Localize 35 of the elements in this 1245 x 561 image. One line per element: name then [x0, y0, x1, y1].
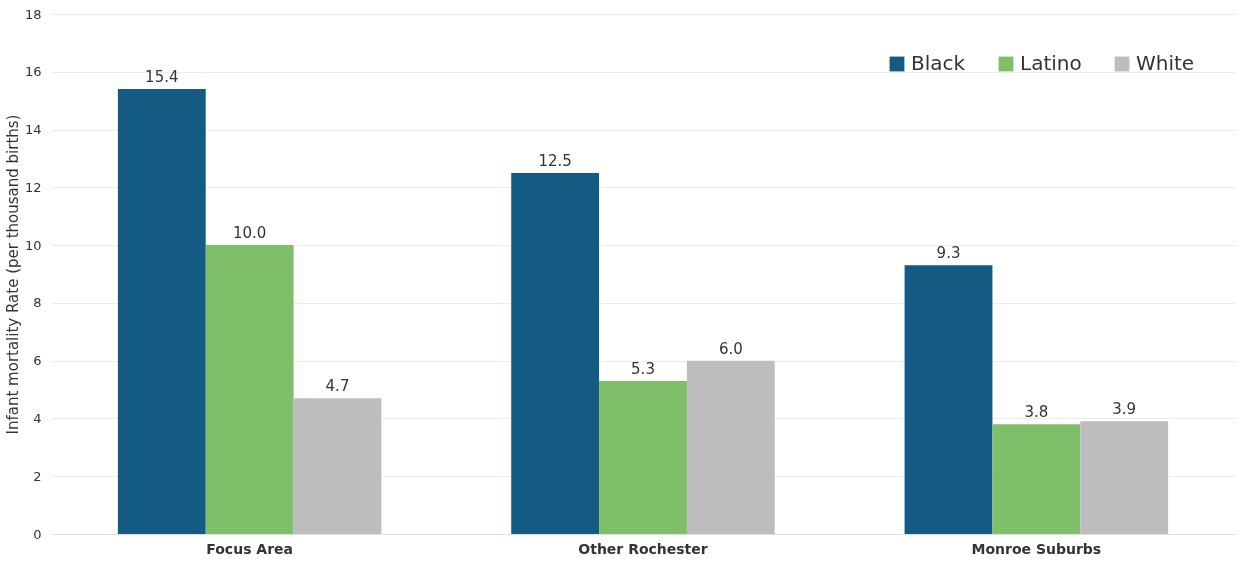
data-label: 4.7	[325, 377, 350, 396]
bar	[599, 380, 687, 534]
data-label: 3.8	[1024, 403, 1049, 422]
y-tick-label: 6	[33, 353, 42, 369]
y-tick-label: 14	[24, 122, 42, 138]
y-tick-label: 16	[24, 64, 42, 80]
bar	[1080, 421, 1169, 534]
bar	[904, 265, 993, 534]
y-axis-title: Infant mortality Rate (per thousand births)	[3, 114, 22, 435]
legend-label: Latino	[1020, 51, 1082, 75]
y-tick-label: 10	[24, 237, 42, 253]
y-tick-label: 18	[24, 6, 42, 22]
data-label: 12.5	[538, 151, 572, 170]
x-tick-label: Monroe Suburbs	[971, 540, 1102, 557]
bar	[511, 172, 600, 534]
bar	[686, 360, 775, 534]
legend-label: White	[1136, 51, 1195, 75]
data-label: 15.4	[145, 68, 179, 87]
data-label: 6.0	[718, 339, 743, 358]
y-tick-label: 0	[33, 526, 42, 542]
data-label: 5.3	[631, 359, 655, 378]
data-label: 10.0	[232, 224, 267, 243]
bar	[992, 424, 1081, 534]
bar	[205, 245, 294, 534]
data-label: 9.3	[936, 244, 961, 263]
x-tick-label: Other Rochester	[578, 540, 708, 557]
y-tick-label: 4	[33, 410, 42, 426]
data-label: 3.9	[1112, 400, 1137, 419]
y-tick-label: 8	[33, 295, 42, 311]
y-tick-label: 12	[24, 179, 42, 195]
y-tick-label: 2	[33, 468, 42, 484]
bar	[117, 89, 206, 534]
legend-label: Black	[911, 51, 966, 75]
x-tick-label: Focus Area	[206, 540, 294, 557]
bar	[293, 398, 382, 534]
